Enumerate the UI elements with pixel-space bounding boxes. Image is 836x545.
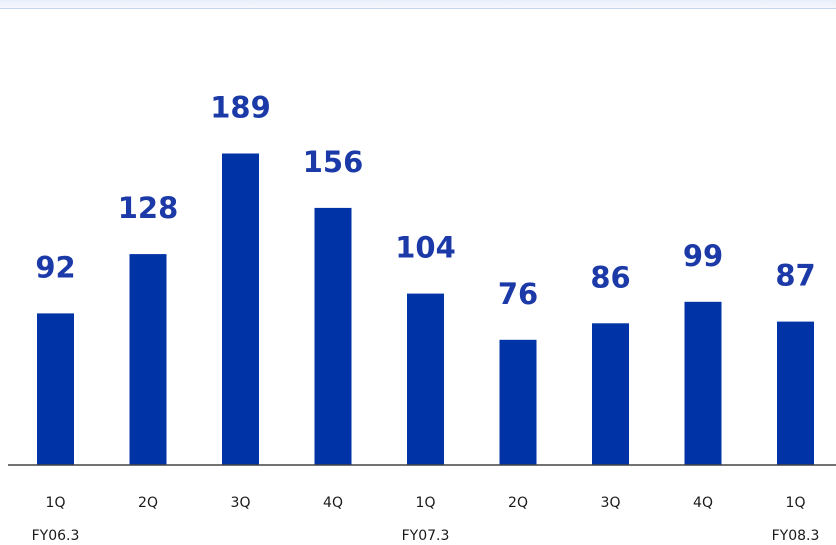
fiscal-year-labels-group: FY06.3 FY07.3 FY08.3 — [32, 528, 820, 544]
x-tick-label: 3Q — [231, 495, 251, 511]
bars-group — [37, 153, 814, 465]
x-tick-label: 1Q — [416, 495, 436, 511]
bar — [592, 323, 629, 465]
x-tick-label: 3Q — [601, 495, 621, 511]
bar — [222, 153, 259, 465]
x-tick-label: 2Q — [138, 495, 158, 511]
bar — [314, 207, 352, 465]
data-label: 189 — [210, 91, 271, 125]
bar — [129, 254, 167, 465]
data-label: 99 — [683, 239, 723, 273]
bar — [37, 313, 74, 465]
value-labels-group: 92 128 189 156 104 76 86 99 87 — [35, 91, 815, 311]
x-tick-label: 1Q — [786, 495, 806, 511]
data-label: 156 — [303, 145, 364, 179]
bar — [684, 301, 722, 465]
bar — [499, 339, 537, 465]
fiscal-year-label: FY06.3 — [32, 528, 80, 544]
x-tick-label: 2Q — [508, 495, 528, 511]
data-label: 128 — [118, 191, 179, 225]
data-label: 76 — [498, 277, 538, 311]
data-label: 92 — [35, 250, 75, 284]
bar — [407, 293, 444, 465]
x-tick-label: 4Q — [323, 495, 343, 511]
x-tick-label: 1Q — [46, 495, 66, 511]
fiscal-year-label: FY08.3 — [772, 528, 820, 544]
data-label: 86 — [590, 260, 630, 294]
data-label: 104 — [395, 231, 456, 265]
header-band — [0, 0, 836, 9]
data-label: 87 — [775, 259, 815, 293]
bar — [777, 321, 814, 465]
x-tick-label: 4Q — [693, 495, 713, 511]
x-tick-labels-group: 1Q 2Q 3Q 4Q 1Q 2Q 3Q 4Q 1Q — [46, 495, 806, 511]
fiscal-year-label: FY07.3 — [402, 528, 450, 544]
